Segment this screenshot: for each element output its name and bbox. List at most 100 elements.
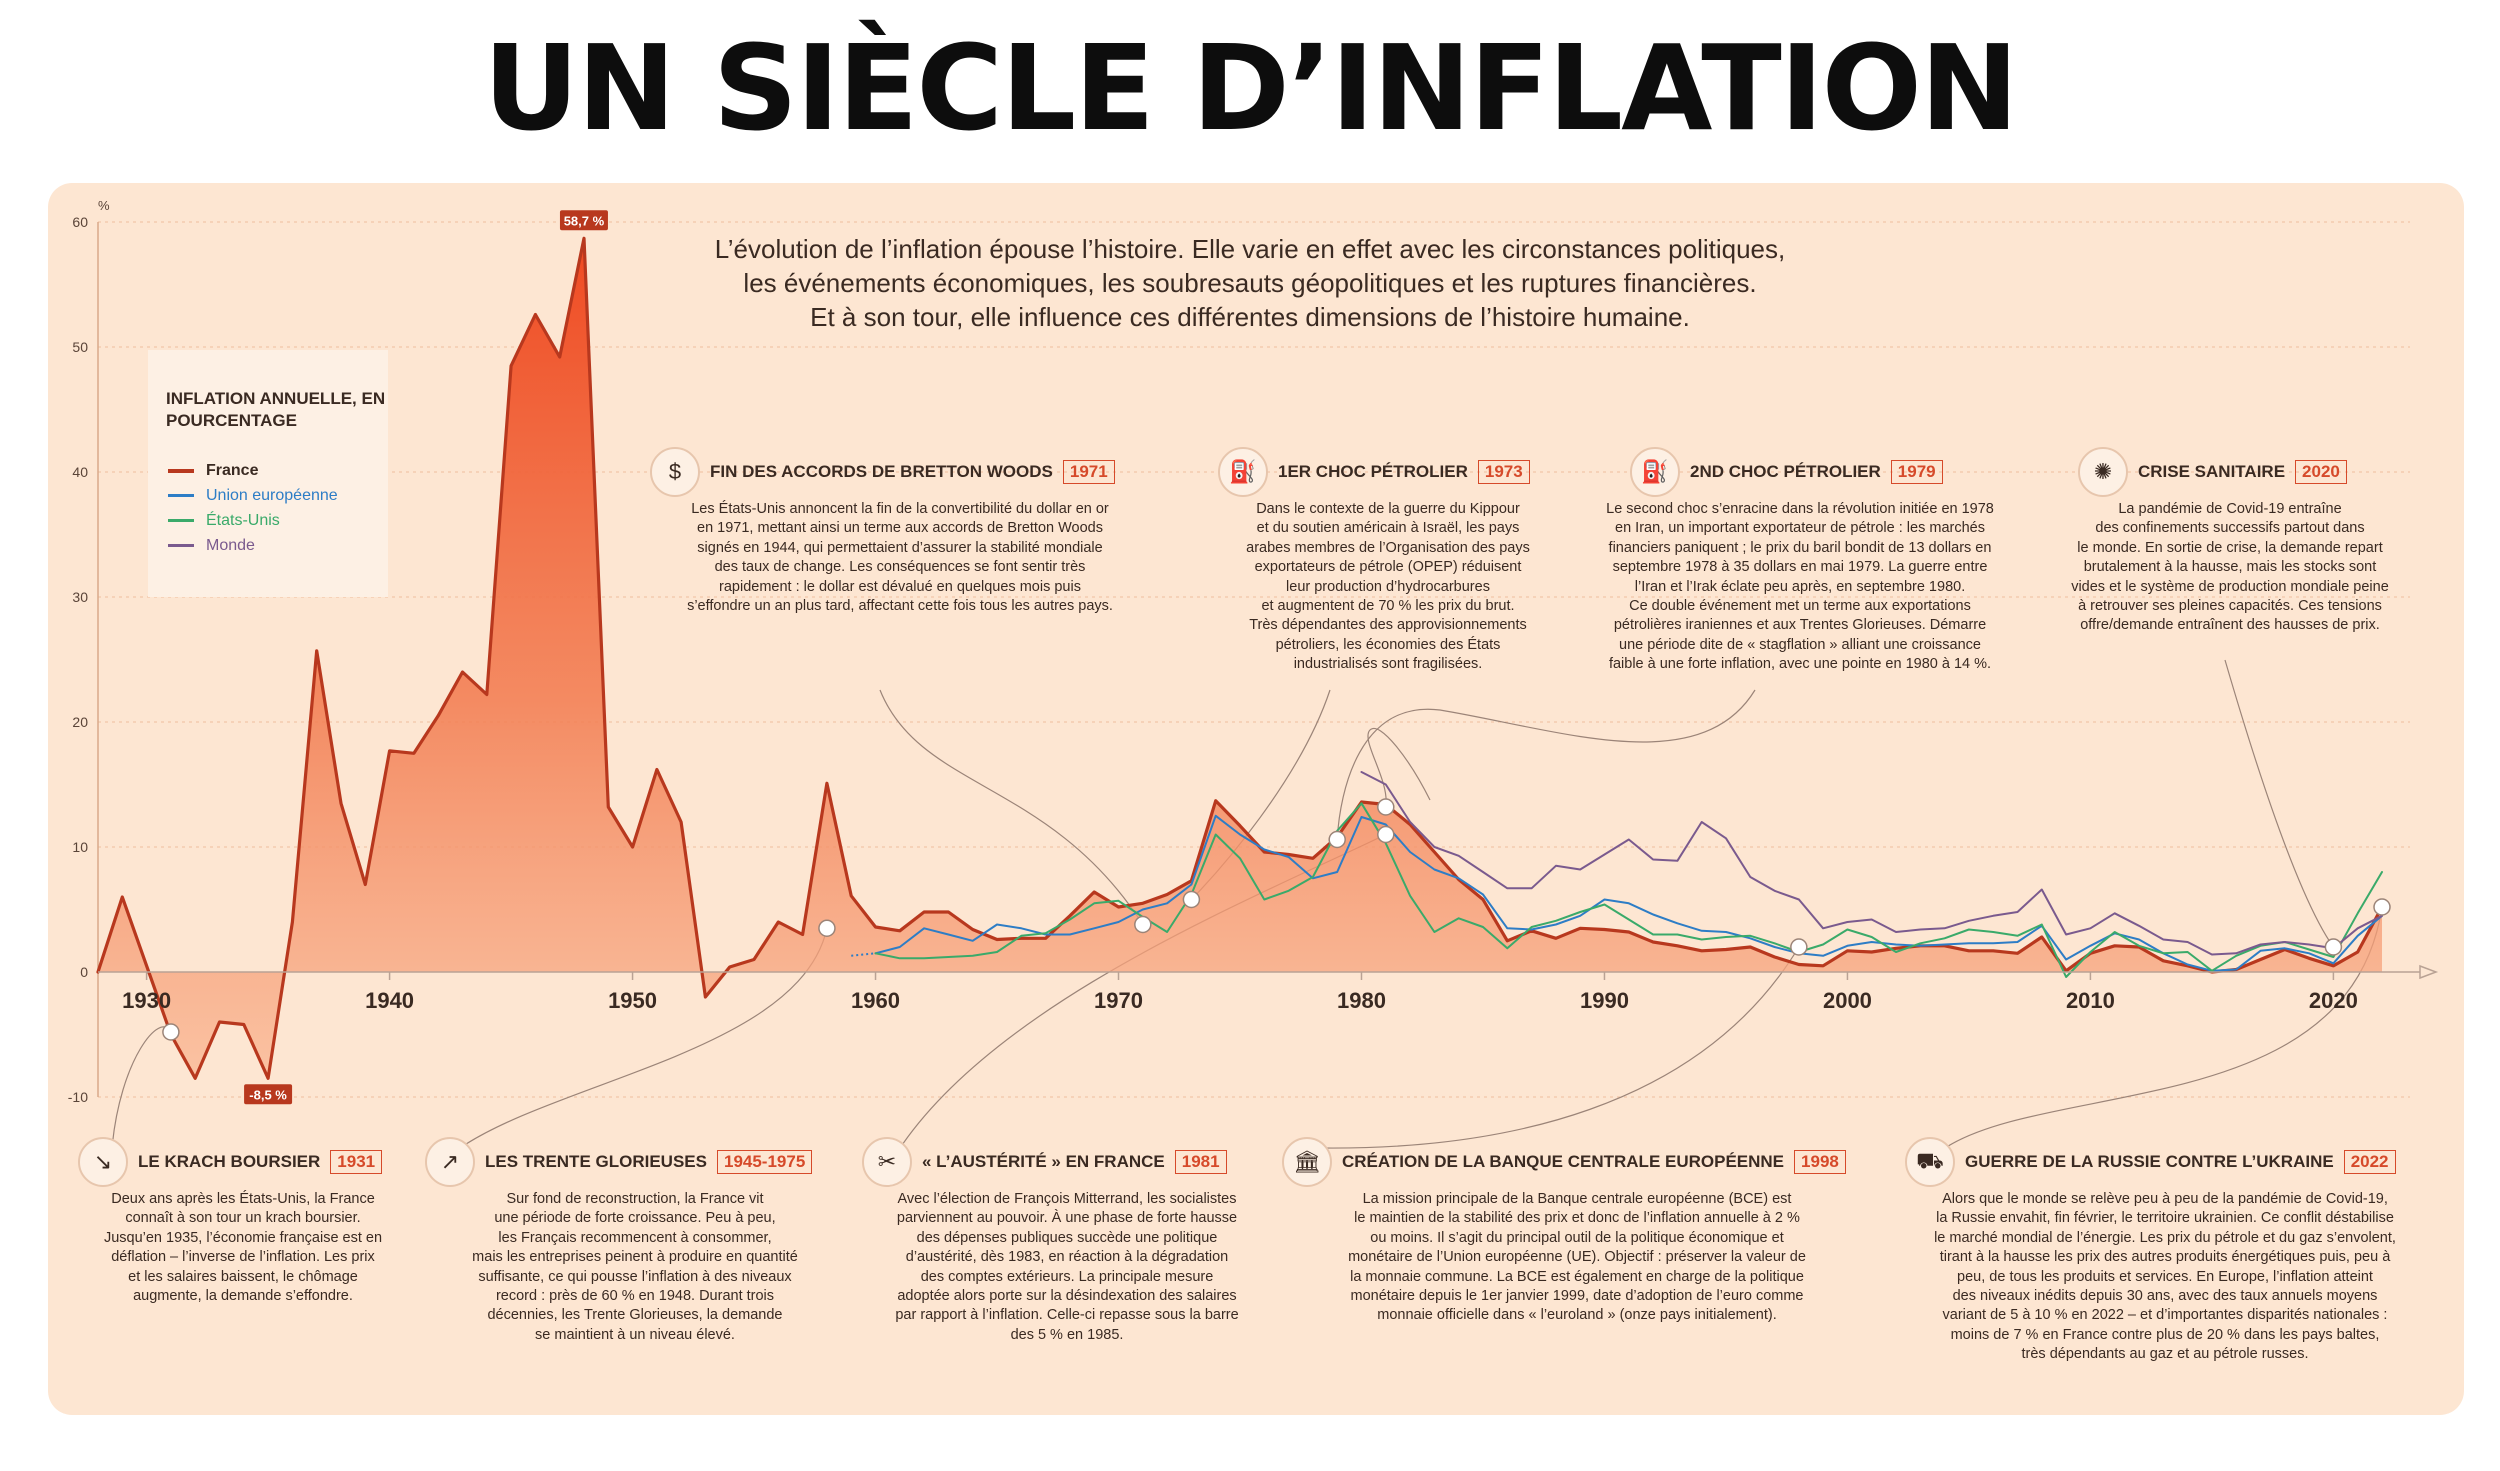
y-tick-label: 50 [72, 339, 88, 355]
event-marker [1377, 825, 1395, 844]
annotation-line: des dépenses publiques succède une polit… [916, 1229, 1218, 1246]
x-tick-label: 2000 [1823, 988, 1872, 1013]
annotation-line: en Iran, un important exportateur de pét… [1615, 520, 1985, 537]
annotation-line: les Français recommencent à consommer, [498, 1229, 772, 1246]
annotation-line: par rapport à l’inflation. Celle-ci repa… [895, 1307, 1239, 1324]
legend-label: France [206, 462, 259, 479]
annotation-line: moins de 7 % en France contre plus de 20… [1950, 1326, 2380, 1343]
annotation-line: faible à une forte inflation, avec une p… [1608, 656, 1992, 673]
series-line-usa [874, 802, 2383, 978]
annotation-line: La pandémie de Covid-19 entraîne [2118, 501, 2342, 517]
legend-item-ue: Union européenne [168, 487, 338, 505]
annotation-line: leur production d’hydrocarbures [1286, 578, 1490, 595]
legend-label: États-Unis [206, 512, 280, 529]
annotation-line: peu, de tous les produits et services. E… [1957, 1268, 2373, 1285]
annotation-line: et du soutien américain à Israël, les pa… [1256, 520, 1520, 537]
annotation-line: une période de forte croissance. Peu à p… [494, 1210, 776, 1227]
annotation-line: arabes membres de l’Organisation des pay… [1246, 539, 1530, 556]
legend-swatch [168, 544, 194, 548]
annotation-body: Dans le contexte de la guerre du Kippour… [1218, 500, 1558, 675]
chart-up-icon: ↗ [425, 1137, 475, 1187]
x-axis-arrow [2419, 964, 2439, 980]
annotation-line: Sur fond de reconstruction, la France vi… [506, 1191, 764, 1207]
annotation-line: La mission principale de la Banque centr… [1362, 1191, 1792, 1207]
legend-item-monde: Monde [168, 537, 255, 555]
annotation-line: industrialisés sont fragilisées. [1293, 656, 1483, 673]
annotation-line: brutalement à la hausse, mais les stocks… [2083, 559, 2377, 576]
y-tick-label: 40 [72, 464, 88, 480]
x-tick-label: 1990 [1580, 988, 1629, 1013]
annotation-line: Deux ans après les États-Unis, la France [111, 1191, 375, 1207]
annotation-line: décennies, les Trente Glorieuses, la dem… [487, 1307, 783, 1324]
annotation-line: suffisante, ce qui pousse l’inflation à … [478, 1268, 792, 1285]
annotation-year: 1998 [1794, 1150, 1846, 1174]
legend: INFLATION ANNUELLE, EN POURCENTAGE Franc… [148, 350, 388, 597]
annotation-line: Alors que le monde se relève peu à peu d… [1942, 1191, 2388, 1207]
event-marker [1328, 830, 1346, 849]
annotation-crise-sanitaire: ✺ CRISE SANITAIRE 2020 La pandémie de Co… [2040, 447, 2420, 636]
event-marker [162, 1023, 180, 1041]
chart-down-icon: ↘ [78, 1137, 128, 1187]
event-marker [1790, 938, 1808, 956]
annotation-line: exportateurs de pétrole (OPEP) réduisent [1254, 559, 1522, 576]
annotation-line: Dans le contexte de la guerre du Kippour [1256, 501, 1520, 517]
annotation-year: 1979 [1890, 460, 1943, 484]
x-tick-label: 1930 [122, 988, 171, 1013]
annotation-line: le monde. En sortie de crise, la demande… [2077, 539, 2383, 556]
x-tick-label: 1940 [365, 988, 414, 1013]
event-marker [1182, 890, 1201, 909]
annotation-line: adoptée alors porte sur la désindexation… [897, 1288, 1237, 1305]
callout-badge [559, 210, 608, 231]
annotation-line: et augmentent de 70 % les prix du brut. [1261, 598, 1515, 615]
fuel-pump-icon: ⛽ [1630, 447, 1680, 497]
annotation-line: signés en 1944, qui permettaient d’assur… [697, 539, 1103, 556]
annotation-line: connaît à son tour un krach boursier. [125, 1210, 361, 1227]
scissors-icon: ✂ [862, 1137, 912, 1187]
annotation-line: vides et le système de production mondia… [2071, 578, 2389, 595]
x-tick-label: 1950 [608, 988, 657, 1013]
annotation-title: 1ER CHOC PÉTROLIER [1278, 462, 1468, 481]
annotation-line: rapidement : le dollar est dévalué en qu… [719, 578, 1081, 595]
annotation-line: parviennent au pouvoir. À une phase de f… [896, 1210, 1238, 1227]
annotation-line: déflation – l’inverse de l’inflation. Le… [111, 1249, 375, 1266]
virus-icon: ✺ [2078, 447, 2128, 497]
annotation-line: augmente, la demande s’effondre. [133, 1288, 353, 1305]
series-line-monde [1360, 771, 2383, 956]
annotation-line: la Russie envahit, fin février, le terri… [1936, 1210, 2394, 1227]
annotation-line: Avec l’élection de François Mitterrand, … [897, 1191, 1237, 1207]
x-tick-label: 1970 [1094, 988, 1143, 1013]
annotation-bretton-woods: $ FIN DES ACCORDS DE BRETTON WOODS 1971 … [650, 447, 1150, 616]
annotation-line: le maintien de la stabilité des prix et … [1354, 1210, 1800, 1227]
annotation-line: l’Iran et l’Irak éclate peu après, en se… [1634, 578, 1966, 595]
annotation-line: la monnaie commune. La BCE est également… [1350, 1268, 1804, 1285]
annotation-line: le marché mondial de l’énergie. Les prix… [1934, 1229, 2396, 1246]
annotation-line: et les salaires baissent, le chômage [128, 1268, 358, 1285]
annotation-body: La pandémie de Covid-19 entraîne des con… [2040, 500, 2420, 636]
legend-label: Union européenne [206, 487, 338, 504]
annotation-line: Jusqu’en 1935, l’économie française est … [103, 1229, 383, 1246]
legend-item-france: France [168, 462, 258, 480]
legend-item-usa: États-Unis [168, 512, 280, 530]
legend-title: INFLATION ANNUELLE, EN POURCENTAGE [166, 389, 386, 430]
annotation-line: des comptes extérieurs. La principale me… [920, 1268, 1214, 1285]
leader-line [1367, 727, 1431, 808]
annotation-line: mais les entreprises peinent à produire … [472, 1249, 798, 1266]
x-tick-label: 2010 [2066, 988, 2115, 1013]
y-tick-label: 60 [72, 214, 88, 230]
annotation-title: CRISE SANITAIRE [2138, 462, 2286, 481]
bank-icon: 🏛 [1282, 1137, 1332, 1187]
series-line-ue-dotted [851, 952, 876, 957]
annotation-line: des niveaux inédits depuis 30 ans, avec … [1952, 1288, 2378, 1305]
series-area-france [98, 238, 2382, 1079]
tank-icon: ⛟ [1905, 1137, 1955, 1187]
annotation-line: offre/demande entraînent des hausses de … [2080, 617, 2380, 634]
annotation-title: 2ND CHOC PÉTROLIER [1690, 462, 1881, 481]
annotation-line: à retrouver ses pleines capacités. Ces t… [2078, 598, 2382, 615]
annotation-body: Les États-Unis annoncent la fin de la co… [640, 500, 1160, 616]
annotation-year: 2022 [2343, 1150, 2396, 1174]
annotation-title: « L’AUSTÉRITÉ » EN FRANCE [922, 1152, 1165, 1171]
callout-label: 58,7 % [564, 213, 605, 228]
annotation-body: Avec l’élection de François Mitterrand, … [862, 1190, 1272, 1345]
annotation-line: pétroliers, les économies des États [1275, 636, 1501, 653]
